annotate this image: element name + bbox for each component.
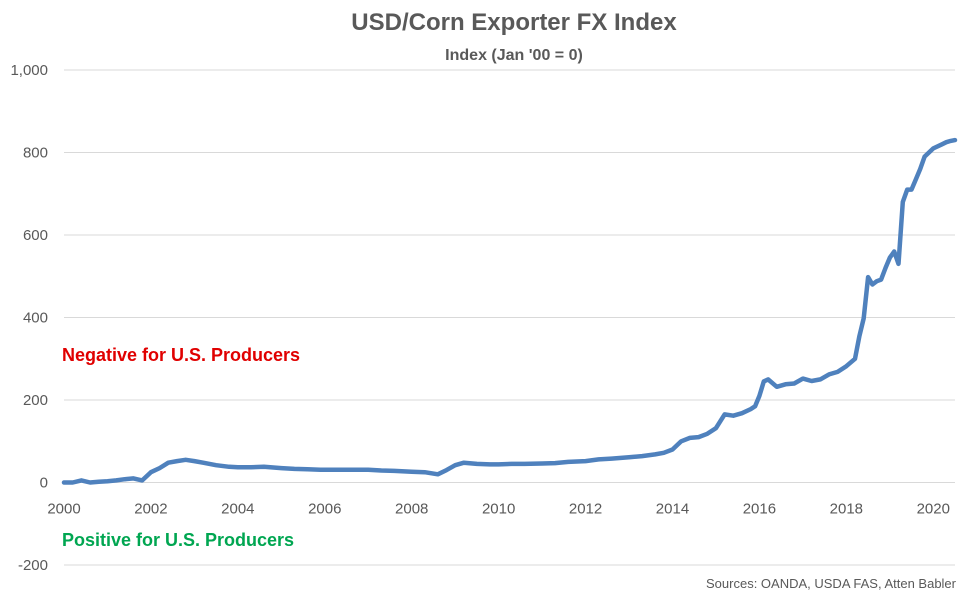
chart-subtitle: Index (Jan '00 = 0) (445, 47, 583, 64)
x-tick-label: 2010 (482, 501, 515, 518)
x-axis-ticks: 2000 2002 2004 2006 2008 2010 2012 2014 2016 2018… (47, 501, 950, 518)
x-tick-label: 2004 (221, 501, 254, 518)
x-tick-label: 2018 (830, 501, 863, 518)
y-tick-label: -200 (18, 557, 48, 574)
source-note: Sources: OANDA, USDA FAS, Atten Babler (706, 576, 957, 591)
x-tick-label: 2008 (395, 501, 428, 518)
chart-title: USD/Corn Exporter FX Index (351, 9, 677, 36)
annotation-negative: Negative for U.S. Producers (62, 345, 300, 365)
y-axis-ticks: -200 0 200 400 600 800 1,000 (10, 62, 48, 574)
y-tick-label: 0 (40, 475, 48, 492)
x-tick-label: 2000 (47, 501, 80, 518)
annotation-positive: Positive for U.S. Producers (62, 530, 294, 550)
x-tick-label: 2016 (743, 501, 776, 518)
y-tick-label: 800 (23, 145, 48, 162)
y-tick-label: 600 (23, 227, 48, 244)
y-tick-label: 400 (23, 310, 48, 327)
x-tick-label: 2020 (917, 501, 950, 518)
gridlines (64, 69, 955, 566)
y-tick-label: 1,000 (10, 62, 48, 79)
series-line (61, 137, 958, 485)
x-tick-label: 2014 (656, 501, 689, 518)
x-tick-label: 2006 (308, 501, 341, 518)
x-tick-label: 2012 (569, 501, 602, 518)
x-tick-label: 2002 (134, 501, 167, 518)
y-tick-label: 200 (23, 392, 48, 409)
